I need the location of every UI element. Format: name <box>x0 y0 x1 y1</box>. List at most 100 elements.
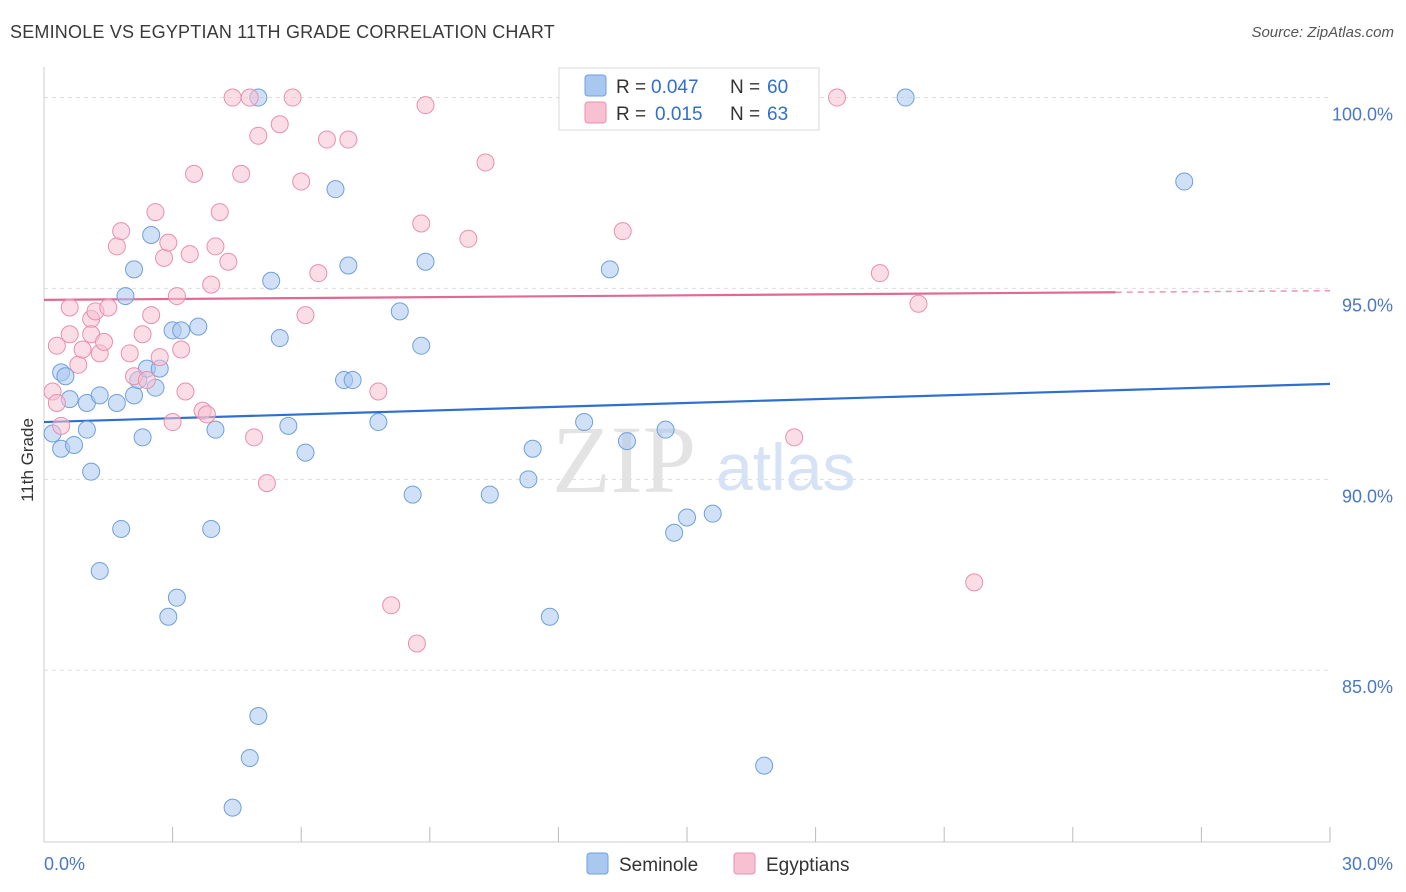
point-seminole-45 <box>416 252 435 271</box>
point-egyptians-3 <box>52 416 71 435</box>
bottom-legend-label-seminole: Seminole <box>619 855 698 876</box>
point-seminole-13 <box>116 287 135 306</box>
point-egyptians-55 <box>459 229 478 248</box>
point-egyptians-37 <box>223 88 242 107</box>
point-egyptians-4 <box>60 325 79 344</box>
legend-n-value-egyptians: 63 <box>767 104 788 125</box>
point-egyptians-46 <box>296 306 315 325</box>
legend-n-label-seminole: N = <box>730 77 760 98</box>
point-egyptians-26 <box>167 287 186 306</box>
point-egyptians-20 <box>142 306 161 325</box>
point-egyptians-62 <box>965 573 984 592</box>
x-tick-label-1: 30.0% <box>1342 854 1393 874</box>
y-tick-label-2: 90.0% <box>1342 486 1393 506</box>
point-egyptians-14 <box>107 237 126 256</box>
point-seminole-10 <box>90 386 109 405</box>
point-egyptians-53 <box>412 214 431 233</box>
legend-r-label-seminole: R = <box>616 77 646 98</box>
point-egyptians-19 <box>137 371 156 390</box>
point-seminole-47 <box>519 470 538 489</box>
point-seminole-19 <box>142 225 161 244</box>
axes <box>43 67 1331 843</box>
point-seminole-11 <box>107 393 126 412</box>
point-seminole-30 <box>240 749 259 768</box>
legend-swatch-egyptians <box>584 101 607 124</box>
point-egyptians-29 <box>180 245 199 264</box>
point-egyptians-16 <box>120 344 139 363</box>
point-egyptians-38 <box>232 164 251 183</box>
legend-swatch-seminole <box>584 74 607 97</box>
point-egyptians-34 <box>206 237 225 256</box>
point-seminole-15 <box>125 386 144 405</box>
point-seminole-3 <box>56 367 75 386</box>
point-seminole-59 <box>1175 172 1194 191</box>
point-egyptians-27 <box>172 340 191 359</box>
point-seminole-48 <box>523 439 542 458</box>
point-egyptians-25 <box>163 413 182 432</box>
point-egyptians-54 <box>416 96 435 115</box>
point-egyptians-60 <box>870 264 889 283</box>
point-egyptians-41 <box>249 126 268 145</box>
point-egyptians-40 <box>245 428 264 447</box>
point-seminole-28 <box>206 420 225 439</box>
point-egyptians-43 <box>270 115 289 134</box>
point-seminole-36 <box>296 443 315 462</box>
point-egyptians-33 <box>202 275 221 294</box>
point-egyptians-51 <box>382 596 401 615</box>
point-egyptians-36 <box>219 252 238 271</box>
point-egyptians-59 <box>828 88 847 107</box>
point-seminole-56 <box>703 504 722 523</box>
point-egyptians-30 <box>185 164 204 183</box>
source-label: Source: ZipAtlas.com <box>1251 24 1394 41</box>
legend-n-value-seminole: 60 <box>767 77 788 98</box>
point-seminole-46 <box>480 485 499 504</box>
point-seminole-24 <box>167 588 186 607</box>
point-seminole-57 <box>755 756 774 775</box>
point-seminole-17 <box>133 428 152 447</box>
point-egyptians-13 <box>99 298 118 317</box>
point-seminole-9 <box>90 561 109 580</box>
point-egyptians-61 <box>909 294 928 313</box>
point-egyptians-15 <box>112 222 131 241</box>
point-seminole-44 <box>412 336 431 355</box>
watermark-zip: ZIP <box>552 406 696 513</box>
point-seminole-31 <box>249 707 268 726</box>
point-egyptians-57 <box>613 222 632 241</box>
point-egyptians-23 <box>155 248 174 267</box>
point-egyptians-47 <box>309 264 328 283</box>
point-egyptians-45 <box>292 172 311 191</box>
point-egyptians-58 <box>785 428 804 447</box>
point-egyptians-50 <box>369 382 388 401</box>
point-egyptians-22 <box>150 348 169 367</box>
point-egyptians-2 <box>47 393 66 412</box>
tick-labels: 100.0% 95.0% 90.0% 85.0% 0.0% 30.0% <box>44 105 1393 874</box>
point-egyptians-18 <box>133 325 152 344</box>
point-egyptians-49 <box>339 130 358 149</box>
watermark-atlas: atlas <box>716 430 855 504</box>
point-seminole-40 <box>339 256 358 275</box>
point-egyptians-56 <box>476 153 495 172</box>
point-egyptians-1 <box>47 336 66 355</box>
point-seminole-14 <box>125 260 144 279</box>
legend-r-value-egyptians: 0.015 <box>655 104 703 125</box>
point-seminole-22 <box>159 607 178 626</box>
point-seminole-53 <box>656 420 675 439</box>
legend: R = 0.047 N = 60 R = 0.015 N = 63 <box>558 67 820 131</box>
point-seminole-5 <box>65 435 84 454</box>
y-tick-label-3: 85.0% <box>1342 677 1393 697</box>
point-seminole-33 <box>262 271 281 290</box>
point-seminole-26 <box>189 317 208 336</box>
point-seminole-49 <box>540 607 559 626</box>
point-egyptians-39 <box>240 88 259 107</box>
point-egyptians-5 <box>60 298 79 317</box>
point-seminole-41 <box>369 413 388 432</box>
point-egyptians-35 <box>210 203 229 222</box>
bottom-legend-swatch-egyptians <box>733 852 756 875</box>
point-egyptians-48 <box>317 130 336 149</box>
point-egyptians-32 <box>197 405 216 424</box>
point-egyptians-24 <box>159 233 178 252</box>
y-tick-label-1: 95.0% <box>1342 295 1393 315</box>
point-egyptians-7 <box>73 340 92 359</box>
bottom-legend-label-egyptians: Egyptians <box>766 855 849 876</box>
point-egyptians-12 <box>95 332 114 351</box>
